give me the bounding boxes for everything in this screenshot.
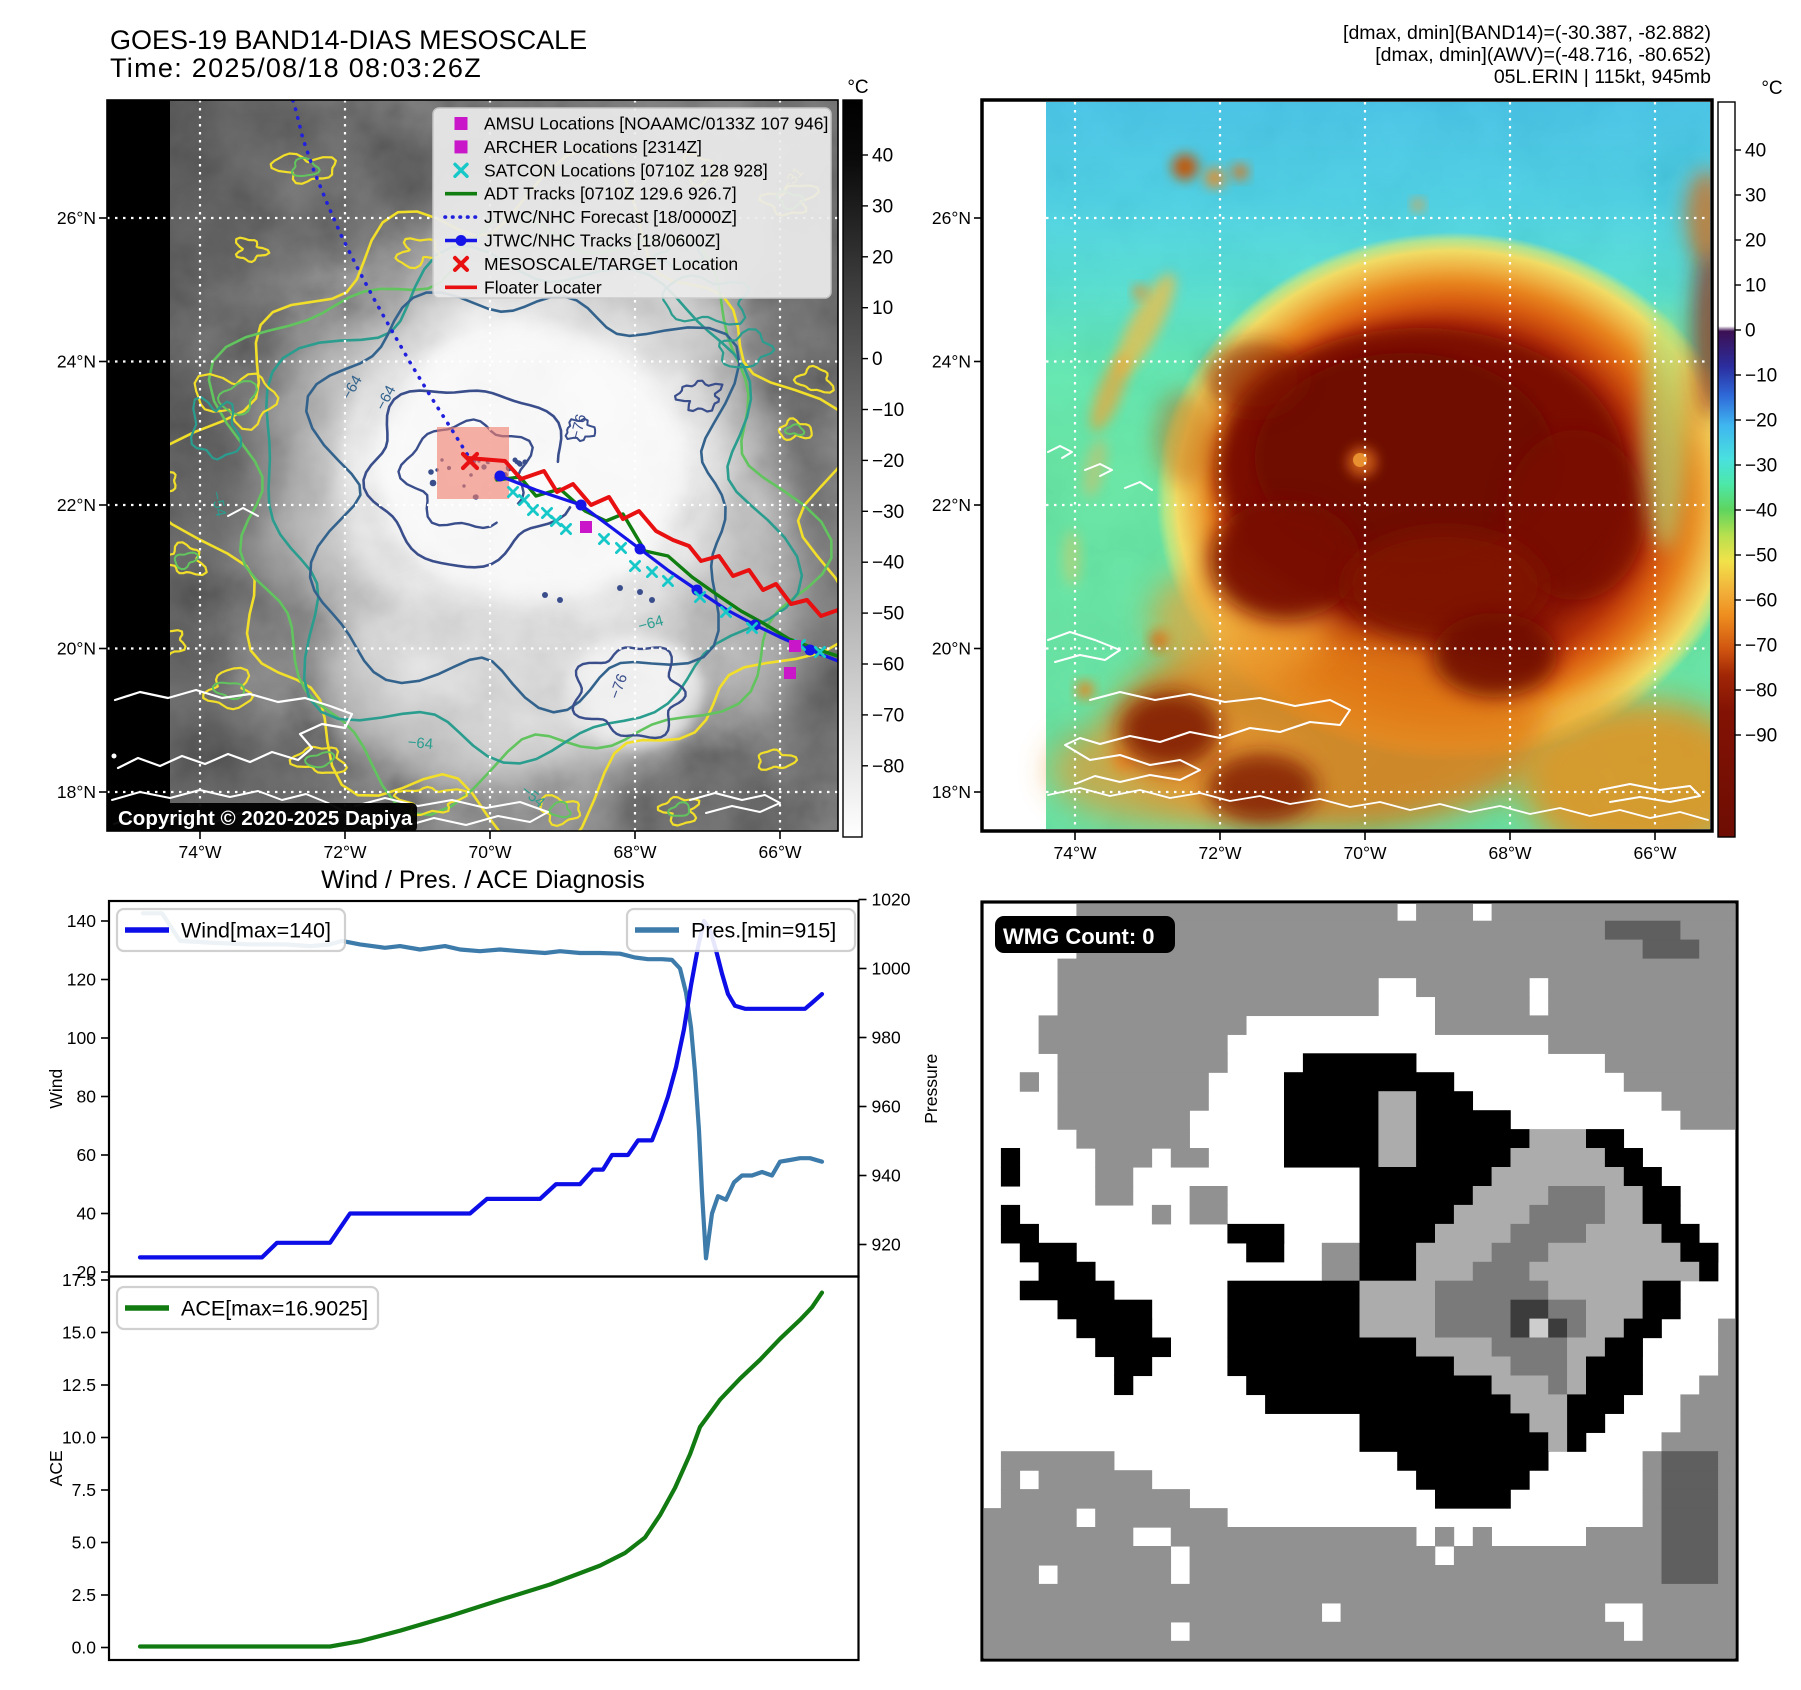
svg-text:18°N: 18°N: [57, 782, 96, 802]
svg-text:−10: −10: [1745, 366, 1777, 387]
svg-text:40: 40: [872, 146, 893, 167]
svg-text:Wind[max=140]: Wind[max=140]: [181, 919, 331, 943]
svg-text:66°W: 66°W: [1634, 843, 1677, 863]
svg-text:−20: −20: [872, 451, 904, 472]
svg-text:Time: 2025/08/18 08:03:26Z: Time: 2025/08/18 08:03:26Z: [110, 53, 482, 83]
svg-text:Copyright © 2020-2025 Dapiya: Copyright © 2020-2025 Dapiya: [118, 807, 413, 830]
svg-text:0.0: 0.0: [72, 1638, 97, 1658]
svg-text:GOES-19 BAND14-DIAS MESOSCALE: GOES-19 BAND14-DIAS MESOSCALE: [110, 25, 587, 55]
svg-text:0: 0: [872, 349, 883, 370]
svg-text:15.0: 15.0: [62, 1323, 96, 1343]
svg-text:2.5: 2.5: [72, 1585, 96, 1605]
svg-text:74°W: 74°W: [1054, 843, 1097, 863]
svg-text:10.0: 10.0: [62, 1428, 96, 1448]
svg-text:72°W: 72°W: [1199, 843, 1242, 863]
svg-text:Wind / Pres. / ACE Diagnosis: Wind / Pres. / ACE Diagnosis: [321, 866, 645, 894]
svg-text:74°W: 74°W: [179, 842, 222, 862]
svg-text:66°W: 66°W: [759, 842, 802, 862]
svg-text:60: 60: [77, 1145, 97, 1165]
svg-text:20°N: 20°N: [932, 639, 971, 659]
svg-text:°C: °C: [847, 77, 868, 98]
svg-text:10: 10: [872, 298, 893, 319]
svg-text:68°W: 68°W: [1489, 843, 1532, 863]
svg-text:17.5: 17.5: [62, 1270, 96, 1290]
svg-text:72°W: 72°W: [324, 842, 367, 862]
svg-text:20: 20: [1745, 231, 1766, 252]
svg-text:120: 120: [67, 970, 96, 990]
svg-text:24°N: 24°N: [57, 352, 96, 372]
svg-text:20: 20: [77, 1262, 97, 1282]
svg-text:−10: −10: [872, 400, 904, 421]
svg-text:70°W: 70°W: [469, 842, 512, 862]
svg-text:−90: −90: [1745, 726, 1777, 747]
svg-text:ACE: ACE: [46, 1450, 66, 1486]
svg-text:05L.ERIN | 115kt, 945mb: 05L.ERIN | 115kt, 945mb: [1494, 66, 1711, 88]
svg-text:−64: −64: [407, 734, 434, 753]
svg-text:[dmax, dmin](BAND14)=(-30.387,: [dmax, dmin](BAND14)=(-30.387, -82.882): [1343, 22, 1711, 44]
svg-text:1020: 1020: [872, 890, 911, 910]
svg-text:°C: °C: [1761, 78, 1782, 99]
svg-text:ARCHER Locations [2314Z]: ARCHER Locations [2314Z]: [484, 137, 702, 157]
svg-text:980: 980: [872, 1028, 901, 1048]
svg-text:−64: −64: [636, 612, 665, 635]
svg-text:18°N: 18°N: [932, 782, 971, 802]
svg-text:80: 80: [77, 1087, 97, 1107]
svg-text:7.5: 7.5: [72, 1480, 96, 1500]
svg-text:20°N: 20°N: [57, 639, 96, 659]
svg-text:ADT Tracks [0710Z 129.6 926.7]: ADT Tracks [0710Z 129.6 926.7]: [484, 184, 737, 204]
svg-text:−40: −40: [1745, 501, 1777, 522]
svg-text:68°W: 68°W: [614, 842, 657, 862]
svg-text:22°N: 22°N: [57, 495, 96, 515]
svg-text:−30: −30: [872, 502, 904, 523]
svg-text:−60: −60: [872, 655, 904, 676]
svg-text:140: 140: [67, 911, 96, 931]
svg-text:−50: −50: [872, 604, 904, 625]
svg-text:22°N: 22°N: [932, 495, 971, 515]
svg-text:−80: −80: [872, 756, 904, 777]
svg-text:40: 40: [1745, 141, 1766, 162]
svg-text:−60: −60: [1745, 591, 1777, 612]
svg-text:12.5: 12.5: [62, 1375, 96, 1395]
svg-text:ACE[max=16.9025]: ACE[max=16.9025]: [181, 1297, 368, 1321]
svg-text:JTWC/NHC Forecast [18/0000Z]: JTWC/NHC Forecast [18/0000Z]: [484, 207, 737, 227]
svg-text:30: 30: [872, 196, 893, 217]
svg-text:−70: −70: [1745, 636, 1777, 657]
svg-text:−20: −20: [1745, 411, 1777, 432]
svg-text:940: 940: [872, 1166, 901, 1186]
svg-text:26°N: 26°N: [932, 208, 971, 228]
svg-text:MESOSCALE/TARGET Location: MESOSCALE/TARGET Location: [484, 254, 738, 274]
svg-text:−80: −80: [1745, 681, 1777, 702]
svg-text:920: 920: [872, 1235, 901, 1255]
svg-text:−50: −50: [1745, 546, 1777, 567]
svg-text:Floater Locater: Floater Locater: [484, 277, 602, 297]
svg-text:960: 960: [872, 1097, 901, 1117]
svg-text:Pressure: Pressure: [921, 1054, 941, 1124]
svg-text:−30: −30: [1745, 456, 1777, 477]
svg-text:[dmax, dmin](AWV)=(-48.716, -8: [dmax, dmin](AWV)=(-48.716, -80.652): [1375, 44, 1711, 66]
svg-text:WMG Count: 0: WMG Count: 0: [1003, 924, 1155, 949]
svg-text:SATCON Locations [0710Z 128 92: SATCON Locations [0710Z 128 928]: [484, 160, 768, 180]
svg-text:1000: 1000: [872, 959, 911, 979]
svg-text:26°N: 26°N: [57, 208, 96, 228]
svg-text:AMSU Locations [NOAAMC/0133Z 1: AMSU Locations [NOAAMC/0133Z 107 946]: [484, 114, 828, 134]
svg-text:40: 40: [77, 1204, 97, 1224]
svg-text:−76: −76: [567, 412, 590, 441]
svg-text:−40: −40: [872, 553, 904, 574]
svg-text:Pres.[min=915]: Pres.[min=915]: [691, 919, 836, 943]
svg-text:−70: −70: [872, 705, 904, 726]
svg-text:100: 100: [67, 1028, 96, 1048]
svg-text:0: 0: [1745, 321, 1756, 342]
svg-text:10: 10: [1745, 276, 1766, 297]
svg-text:JTWC/NHC Tracks [18/0600Z]: JTWC/NHC Tracks [18/0600Z]: [484, 231, 720, 251]
svg-text:30: 30: [1745, 186, 1766, 207]
svg-text:Wind: Wind: [46, 1069, 66, 1109]
svg-text:24°N: 24°N: [932, 352, 971, 372]
svg-text:70°W: 70°W: [1344, 843, 1387, 863]
svg-text:20: 20: [872, 247, 893, 268]
svg-text:−54: −54: [207, 490, 229, 518]
svg-text:5.0: 5.0: [72, 1533, 97, 1553]
